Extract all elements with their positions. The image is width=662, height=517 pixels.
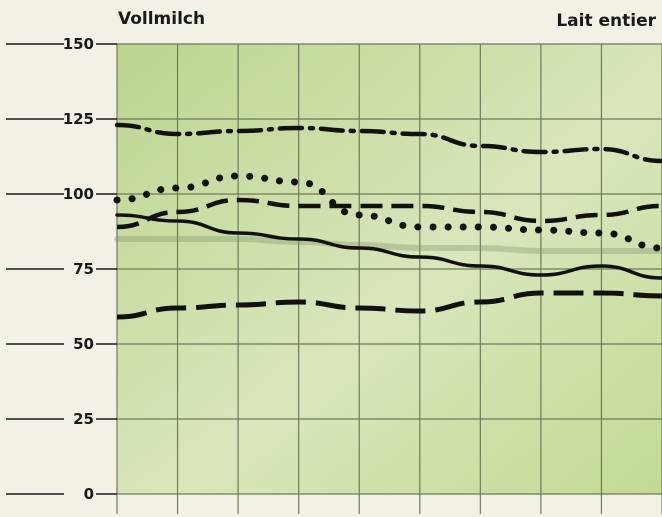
series-line-dotted — [113, 172, 662, 252]
y-tick-label: 25 — [73, 410, 94, 428]
y-tick-label: 50 — [73, 335, 94, 353]
y-axis: 0 25 50 75 100 125 150 — [6, 35, 117, 503]
chart-title-right: Lait entier — [556, 11, 656, 31]
series-line-dashed — [116, 197, 662, 230]
y-tick-label: 100 — [63, 185, 94, 203]
series-line-solid — [115, 213, 662, 280]
series-line-long-dash — [116, 290, 662, 320]
series-line-solid-grey — [114, 236, 662, 254]
chart-title-left: Vollmilch — [118, 9, 205, 29]
y-tick-label: 0 — [84, 485, 94, 503]
y-tick-label: 75 — [73, 260, 94, 278]
series-line-dash-dot — [114, 122, 662, 164]
series-group — [113, 122, 662, 320]
y-tick-label: 150 — [63, 35, 94, 53]
y-tick-label: 125 — [63, 110, 94, 128]
grid — [116, 43, 662, 514]
